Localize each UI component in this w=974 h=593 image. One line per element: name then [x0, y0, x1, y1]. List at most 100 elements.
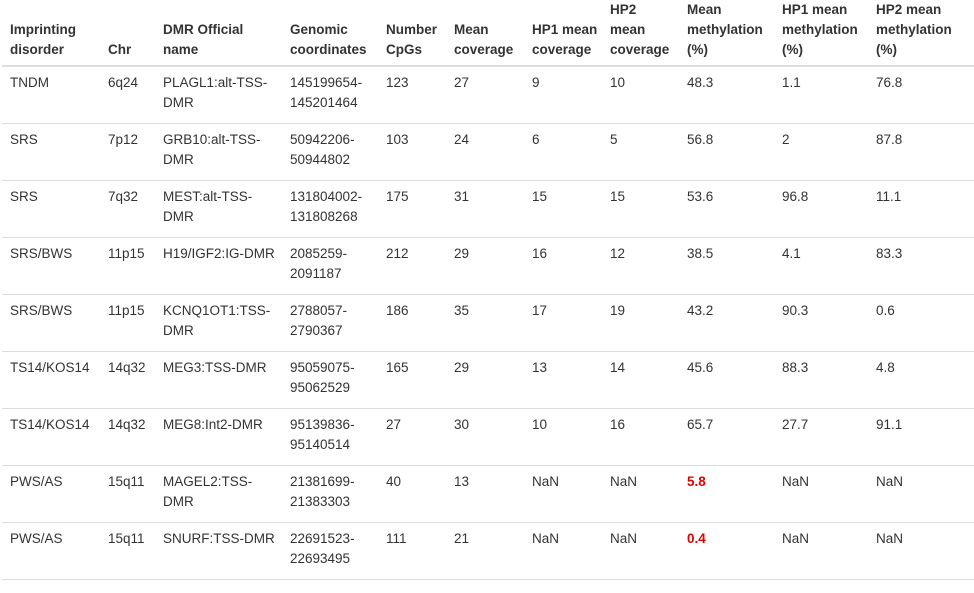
table-cell: 29: [446, 351, 524, 409]
table-row: TS14/KOS14 14q32 MEG8:Int2-DMR 95139836-951…: [2, 408, 974, 466]
table-cell: 16: [602, 408, 679, 466]
table-cell: 35: [446, 294, 524, 352]
table-cell: 88.3: [774, 351, 868, 409]
table-cell: 6: [524, 123, 602, 181]
column-header: HP2 mean coverage: [602, 0, 679, 67]
table-row: TNDM 6q24 PLAGL1:alt-TSS-DMR 145199654-1452…: [2, 66, 974, 124]
table-cell: 11.1: [868, 180, 974, 238]
table-cell: MEST:alt-TSS-DMR: [155, 180, 282, 238]
table-cell: 111: [378, 522, 446, 580]
table-cell: 31: [446, 180, 524, 238]
table-cell: 87.8: [868, 123, 974, 181]
table-cell: MEG3:TSS-DMR: [155, 351, 282, 409]
table-cell: 24: [446, 123, 524, 181]
table-cell: 29: [446, 237, 524, 295]
table-cell: 11p15: [100, 294, 155, 352]
imprinting-dmr-table: Imprinting disorder Chr DMR Official name G…: [2, 0, 974, 580]
table-cell: SRS/BWS: [2, 294, 100, 352]
table-cell: NaN: [774, 465, 868, 523]
column-header: Genomic coordinates: [282, 0, 378, 67]
table-row: SRS 7p12 GRB10:alt-TSS-DMR 50942206-5094480…: [2, 123, 974, 181]
table-cell: NaN: [868, 465, 974, 523]
table-cell: 90.3: [774, 294, 868, 352]
table-cell: 186: [378, 294, 446, 352]
table-cell: 0.6: [868, 294, 974, 352]
table-cell: GRB10:alt-TSS-DMR: [155, 123, 282, 181]
table-cell: 2085259-2091187: [282, 237, 378, 295]
column-header: Chr: [100, 0, 155, 67]
table-cell: SRS: [2, 180, 100, 238]
table-cell: 16: [524, 237, 602, 295]
table-cell: PWS/AS: [2, 465, 100, 523]
table-cell: 10: [524, 408, 602, 466]
column-header: DMR Official name: [155, 0, 282, 67]
table-cell: NaN: [868, 522, 974, 580]
table-cell: 123: [378, 66, 446, 124]
table-cell: 50942206-50944802: [282, 123, 378, 181]
table-cell: 175: [378, 180, 446, 238]
table-cell: 76.8: [868, 66, 974, 124]
table-cell: 17: [524, 294, 602, 352]
table-cell: SNURF:TSS-DMR: [155, 522, 282, 580]
table-cell: 15q11: [100, 522, 155, 580]
table-row: SRS 7q32 MEST:alt-TSS-DMR 131804002-1318082…: [2, 180, 974, 238]
table-cell: 9: [524, 66, 602, 124]
table-cell: NaN: [524, 522, 602, 580]
header-row: Imprinting disorder Chr DMR Official name G…: [2, 0, 974, 67]
column-header: Number CpGs: [378, 0, 446, 67]
table-cell: MAGEL2:TSS-DMR: [155, 465, 282, 523]
table-body: TNDM 6q24 PLAGL1:alt-TSS-DMR 145199654-1452…: [2, 66, 974, 580]
table-cell: 38.5: [679, 237, 774, 295]
table-cell: 7p12: [100, 123, 155, 181]
table-cell: 5: [602, 123, 679, 181]
table-cell: 165: [378, 351, 446, 409]
table-cell: 40: [378, 465, 446, 523]
table-cell: 13: [446, 465, 524, 523]
table-cell: 91.1: [868, 408, 974, 466]
table-cell: 21381699-21383303: [282, 465, 378, 523]
table-cell: 12: [602, 237, 679, 295]
table-cell: 27: [378, 408, 446, 466]
table-cell: NaN: [602, 465, 679, 523]
table-cell: 5.8: [679, 465, 774, 523]
table-cell: SRS: [2, 123, 100, 181]
table-cell: 96.8: [774, 180, 868, 238]
column-header: Mean methylation (%): [679, 0, 774, 67]
table-cell: MEG8:Int2-DMR: [155, 408, 282, 466]
table-cell: 48.3: [679, 66, 774, 124]
table-cell: 13: [524, 351, 602, 409]
table-cell: PLAGL1:alt-TSS-DMR: [155, 66, 282, 124]
table-cell: 15: [524, 180, 602, 238]
table-row: TS14/KOS14 14q32 MEG3:TSS-DMR 95059075-9506…: [2, 351, 974, 409]
table-cell: 22691523-22693495: [282, 522, 378, 580]
table-cell: 6q24: [100, 66, 155, 124]
table-cell: TS14/KOS14: [2, 351, 100, 409]
table-cell: TNDM: [2, 66, 100, 124]
table-cell: 103: [378, 123, 446, 181]
table-row: SRS/BWS 11p15 H19/IGF2:IG-DMR 2085259-20911…: [2, 237, 974, 295]
table-cell: 45.6: [679, 351, 774, 409]
table-cell: 27: [446, 66, 524, 124]
table-cell: TS14/KOS14: [2, 408, 100, 466]
table-cell: 19: [602, 294, 679, 352]
table-header: Imprinting disorder Chr DMR Official name G…: [2, 0, 974, 67]
table-cell: 11p15: [100, 237, 155, 295]
table-cell: 7q32: [100, 180, 155, 238]
column-header: Imprinting disorder: [2, 0, 100, 67]
table-cell: 27.7: [774, 408, 868, 466]
table-cell: PWS/AS: [2, 522, 100, 580]
column-header: HP1 mean methylation (%): [774, 0, 868, 67]
table-cell: 83.3: [868, 237, 974, 295]
table-cell: SRS/BWS: [2, 237, 100, 295]
table-cell: KCNQ1OT1:TSS-DMR: [155, 294, 282, 352]
table-cell: 43.2: [679, 294, 774, 352]
table-cell: 1.1: [774, 66, 868, 124]
table-cell: 56.8: [679, 123, 774, 181]
table-cell: 15q11: [100, 465, 155, 523]
table-cell: NaN: [602, 522, 679, 580]
table-cell: 10: [602, 66, 679, 124]
table-cell: 2: [774, 123, 868, 181]
table-cell: 145199654-145201464: [282, 66, 378, 124]
table-cell: 4.1: [774, 237, 868, 295]
table-cell: 95059075-95062529: [282, 351, 378, 409]
